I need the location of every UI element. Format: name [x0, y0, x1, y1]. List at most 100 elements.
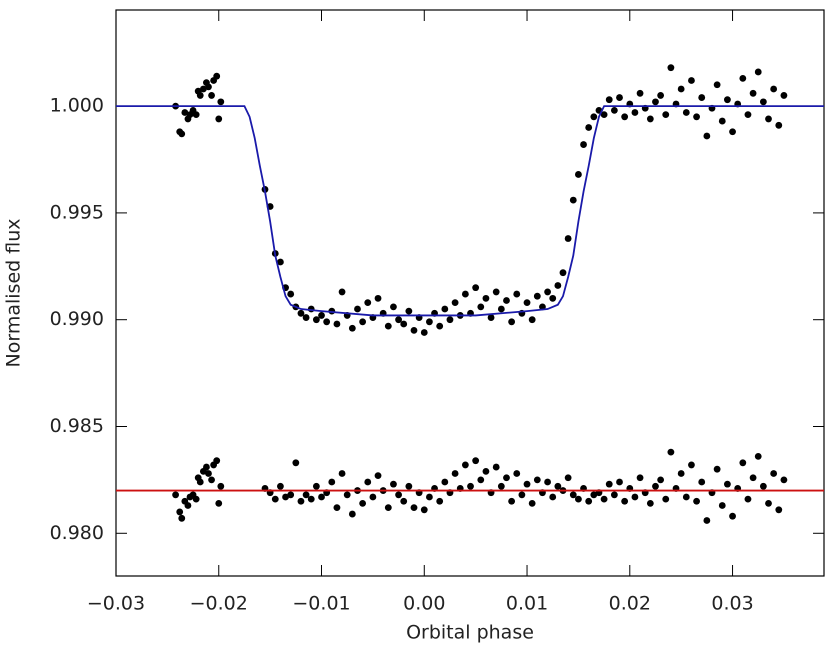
data-point: [364, 478, 372, 486]
data-point: [718, 502, 726, 509]
data-point: [277, 482, 284, 490]
data-point: [544, 478, 551, 486]
y-axis-title: Normalised flux: [3, 219, 25, 368]
data-point: [196, 478, 204, 486]
data-point: [575, 495, 582, 503]
data-point: [749, 89, 757, 97]
data-point: [302, 314, 310, 321]
data-point: [688, 77, 695, 84]
data-point: [282, 493, 289, 501]
data-point: [482, 294, 490, 302]
data-point: [682, 109, 690, 116]
data-point: [405, 482, 413, 490]
data-point: [652, 98, 659, 106]
data-point: [348, 324, 356, 332]
data-point: [461, 461, 469, 469]
data-point: [213, 457, 221, 465]
data-point: [348, 510, 356, 518]
data-point: [410, 504, 418, 512]
data-point: [585, 124, 593, 131]
data-point: [770, 470, 778, 477]
data-point: [192, 111, 200, 119]
data-point: [682, 493, 690, 501]
data-point: [718, 117, 726, 125]
data-point: [359, 499, 367, 507]
data-point: [600, 111, 608, 119]
data-point: [390, 480, 397, 488]
x-tick-label: −0.01: [292, 593, 350, 615]
data-point: [713, 81, 721, 89]
data-point: [744, 111, 752, 119]
data-point: [600, 495, 608, 503]
data-point: [523, 480, 531, 488]
data-point: [395, 491, 402, 499]
data-point: [369, 493, 377, 501]
data-point: [178, 130, 186, 138]
data-point: [554, 282, 562, 289]
data-point: [580, 141, 587, 148]
y-tick-label: 0.980: [50, 522, 104, 544]
data-point: [652, 482, 659, 490]
data-point: [205, 470, 212, 477]
data-point: [703, 132, 711, 140]
y-tick-label: 0.995: [50, 201, 104, 223]
data-point: [426, 318, 433, 326]
data-point: [636, 474, 644, 482]
data-point: [199, 85, 207, 93]
data-point: [585, 497, 593, 505]
data-point: [436, 322, 444, 330]
data-point: [590, 113, 598, 121]
y-tick-label: 1.000: [50, 95, 104, 117]
data-point: [482, 467, 490, 475]
data-point: [677, 85, 685, 93]
data-point: [569, 491, 577, 499]
data-point: [662, 495, 670, 503]
data-point: [688, 461, 695, 469]
x-tick-label: 0.00: [403, 593, 445, 615]
data-point: [436, 497, 444, 505]
data-point: [564, 474, 572, 482]
data-point: [184, 502, 192, 509]
data-point: [739, 459, 747, 467]
data-point: [492, 463, 500, 471]
data-point: [503, 474, 510, 482]
data-point: [384, 504, 392, 512]
x-axis-title: Orbital phase: [406, 622, 534, 644]
data-point: [359, 318, 367, 326]
data-point: [323, 318, 331, 326]
data-point: [172, 491, 179, 499]
data-point: [754, 68, 762, 76]
data-point: [292, 459, 300, 467]
data-point: [318, 312, 325, 319]
data-point: [549, 294, 557, 302]
data-point: [333, 504, 341, 512]
data-point: [492, 288, 500, 296]
data-point: [390, 303, 397, 311]
data-point: [446, 316, 454, 324]
data-point: [208, 92, 215, 99]
data-point: [410, 326, 418, 334]
data-point: [302, 491, 310, 499]
data-point: [549, 493, 557, 501]
data-point: [616, 94, 623, 101]
data-point: [203, 463, 210, 471]
data-point: [176, 508, 184, 516]
data-point: [205, 83, 212, 91]
data-point: [667, 448, 675, 456]
data-point: [178, 514, 186, 522]
data-point: [739, 74, 747, 82]
data-point: [497, 305, 505, 313]
data-point: [297, 309, 305, 317]
data-point: [631, 109, 639, 116]
y-tick-label: 0.990: [50, 308, 104, 330]
data-point: [217, 98, 225, 106]
data-point: [693, 113, 700, 121]
data-point: [605, 480, 613, 488]
data-point: [533, 292, 541, 300]
data-point: [333, 320, 341, 328]
data-point: [559, 269, 567, 277]
data-point: [374, 472, 382, 480]
data-point: [307, 495, 315, 503]
data-point: [181, 109, 189, 116]
